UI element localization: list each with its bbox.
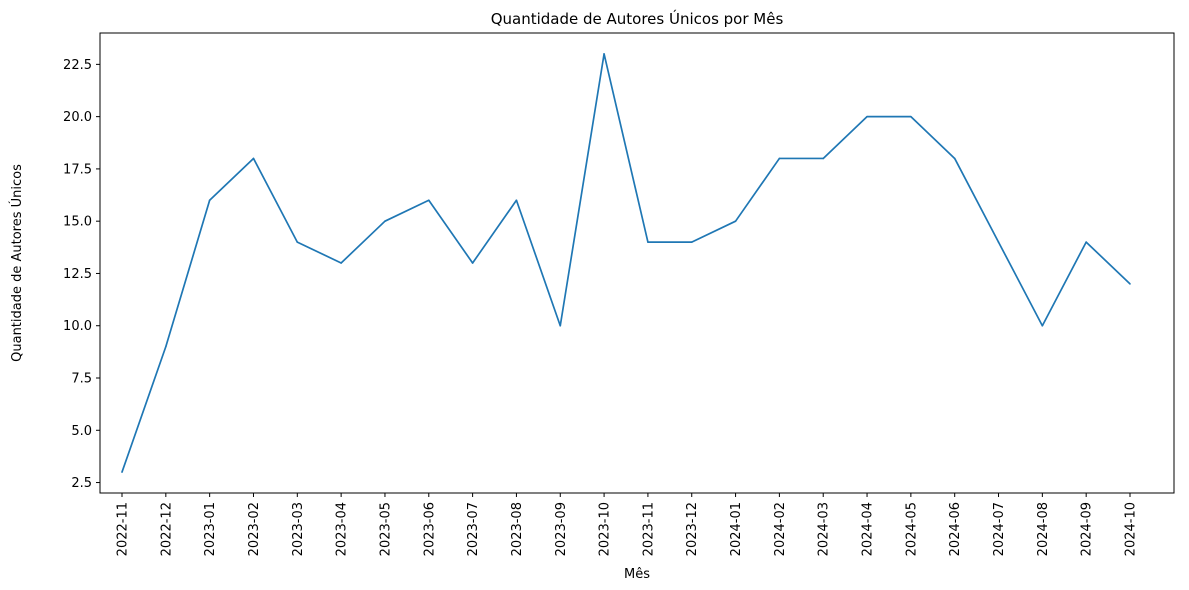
x-tick-label: 2024-10 <box>1124 502 1139 556</box>
data-point <box>559 324 562 327</box>
x-tick-label: 2024-05 <box>904 502 919 556</box>
data-point <box>384 220 386 222</box>
data-point <box>208 199 211 202</box>
data-point <box>647 241 649 243</box>
chart-title: Quantidade de Autores Únicos por Mês <box>491 9 784 28</box>
data-point <box>866 115 868 118</box>
x-tick-label: 2023-09 <box>554 502 569 556</box>
x-tick-label: 2024-07 <box>992 502 1007 556</box>
data-point <box>252 157 255 160</box>
x-tick-label: 2023-08 <box>510 502 525 556</box>
series-line <box>121 53 1131 473</box>
y-tick-label: 12.5 <box>63 267 92 282</box>
x-tick-label: 2024-06 <box>948 502 963 556</box>
x-tick-label: 2024-04 <box>861 502 876 556</box>
x-tick-label: 2024-09 <box>1080 502 1095 556</box>
x-tick-label: 2023-03 <box>291 502 306 556</box>
data-point <box>822 157 825 160</box>
x-tick-label: 2023-06 <box>422 502 437 556</box>
data-point <box>1129 283 1131 285</box>
y-tick-label: 2.5 <box>71 476 92 491</box>
x-tick-label: 2023-02 <box>247 502 262 556</box>
data-point <box>603 53 605 55</box>
x-tick-label: 2022-12 <box>159 502 174 556</box>
x-tick-label: 2023-10 <box>598 502 613 556</box>
x-tick-label: 2024-03 <box>817 502 832 556</box>
data-point <box>121 471 123 473</box>
y-tick-label: 22.5 <box>63 58 92 73</box>
x-tick-label: 2024-02 <box>773 502 788 556</box>
x-tick-label: 2023-12 <box>685 502 700 556</box>
data-point <box>690 241 693 243</box>
x-axis-label: Mês <box>624 567 650 582</box>
y-tick-label: 17.5 <box>63 162 92 177</box>
data-point <box>427 199 430 202</box>
x-tick-label: 2022-11 <box>116 502 131 556</box>
y-tick-label: 5.0 <box>71 424 92 439</box>
data-point <box>778 157 781 160</box>
data-point <box>515 199 518 202</box>
data-point <box>1085 241 1087 243</box>
y-tick-label: 7.5 <box>71 372 92 387</box>
x-tick-label: 2024-08 <box>1036 502 1051 556</box>
plot-frame <box>99 32 1175 494</box>
x-tick-label: 2023-04 <box>335 502 350 556</box>
y-tick-label: 15.0 <box>63 215 92 230</box>
data-point <box>471 262 474 264</box>
y-axis-label: Quantidade de Autores Únicos <box>9 164 25 362</box>
data-point <box>1041 324 1044 327</box>
x-tick-label: 2023-01 <box>203 502 218 556</box>
x-tick-label: 2023-11 <box>641 502 656 556</box>
x-tick-label: 2024-01 <box>729 502 744 556</box>
data-point <box>734 220 737 222</box>
data-point <box>953 157 956 160</box>
y-tick-label: 20.0 <box>63 110 92 125</box>
data-point <box>997 241 1000 243</box>
data-point <box>296 241 299 243</box>
y-axis-ticks: 2.5 5.0 7.5 10.0 12.5 15.0 17.5 20.0 22.5 <box>63 58 100 491</box>
series-group <box>121 53 1131 473</box>
data-point <box>165 345 167 348</box>
data-point <box>340 262 342 264</box>
data-point <box>910 115 912 118</box>
x-tick-label: 2023-05 <box>378 502 393 556</box>
x-axis-ticks: 2022-11 2022-12 2023-01 2023-02 2023-03 2023-… <box>116 493 1139 556</box>
x-tick-label: 2023-07 <box>466 502 481 556</box>
y-tick-label: 10.0 <box>63 319 92 334</box>
